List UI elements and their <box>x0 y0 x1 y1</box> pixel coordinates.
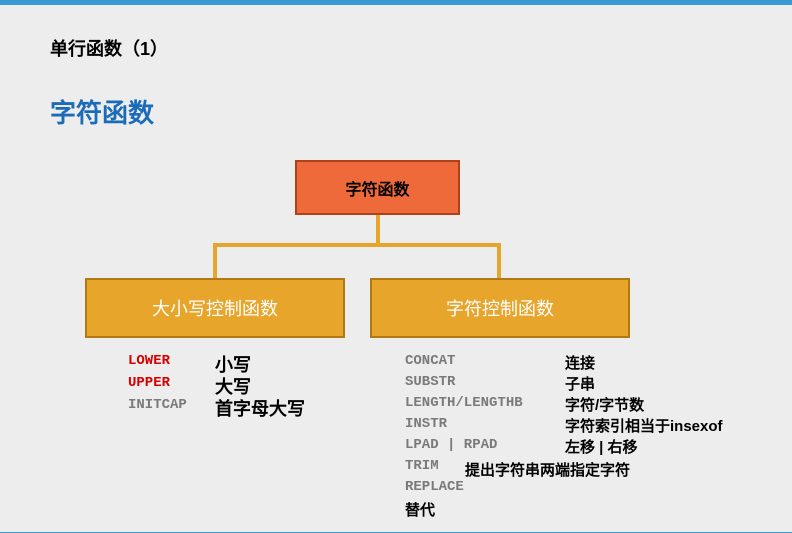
func-code: CONCAT <box>405 353 455 369</box>
root-label: 字符函数 <box>345 176 409 200</box>
func-desc: 字符/字节数 <box>565 394 644 415</box>
func-desc: 字符索引相当于insexof <box>565 415 723 436</box>
func-desc: 子串 <box>565 373 595 394</box>
slide-title: 单行函数（1） <box>50 35 168 61</box>
func-code: SUBSTR <box>405 374 455 390</box>
func-code: LENGTH/LENGTHB <box>405 395 523 411</box>
func-desc: 首字母大写 <box>215 395 305 421</box>
func-desc: 替代 <box>405 499 435 520</box>
child-label: 大小写控制函数 <box>152 295 278 321</box>
connector-bar <box>213 243 501 247</box>
func-code: TRIM <box>405 458 439 474</box>
connector-drop-right <box>497 243 501 278</box>
func-code: LPAD | RPAD <box>405 437 497 453</box>
func-desc: 左移 | 右移 <box>565 436 638 457</box>
root-node: 字符函数 <box>295 160 460 215</box>
connector-stem <box>376 215 380 245</box>
func-code: INITCAP <box>128 397 187 413</box>
child-node-case: 大小写控制函数 <box>85 278 345 338</box>
func-desc: 连接 <box>565 352 595 373</box>
func-code: UPPER <box>128 375 170 391</box>
section-title: 字符函数 <box>50 93 154 130</box>
func-code: LOWER <box>128 353 170 369</box>
slide-page: 单行函数（1） 字符函数 字符函数 大小写控制函数 字符控制函数 LOWER小写… <box>0 0 792 533</box>
func-code: REPLACE <box>405 479 464 495</box>
child-node-char: 字符控制函数 <box>370 278 630 338</box>
func-desc: 提出字符串两端指定字符 <box>465 459 630 480</box>
connector-drop-left <box>213 243 217 278</box>
child-label: 字符控制函数 <box>446 295 554 321</box>
func-code: INSTR <box>405 416 447 432</box>
